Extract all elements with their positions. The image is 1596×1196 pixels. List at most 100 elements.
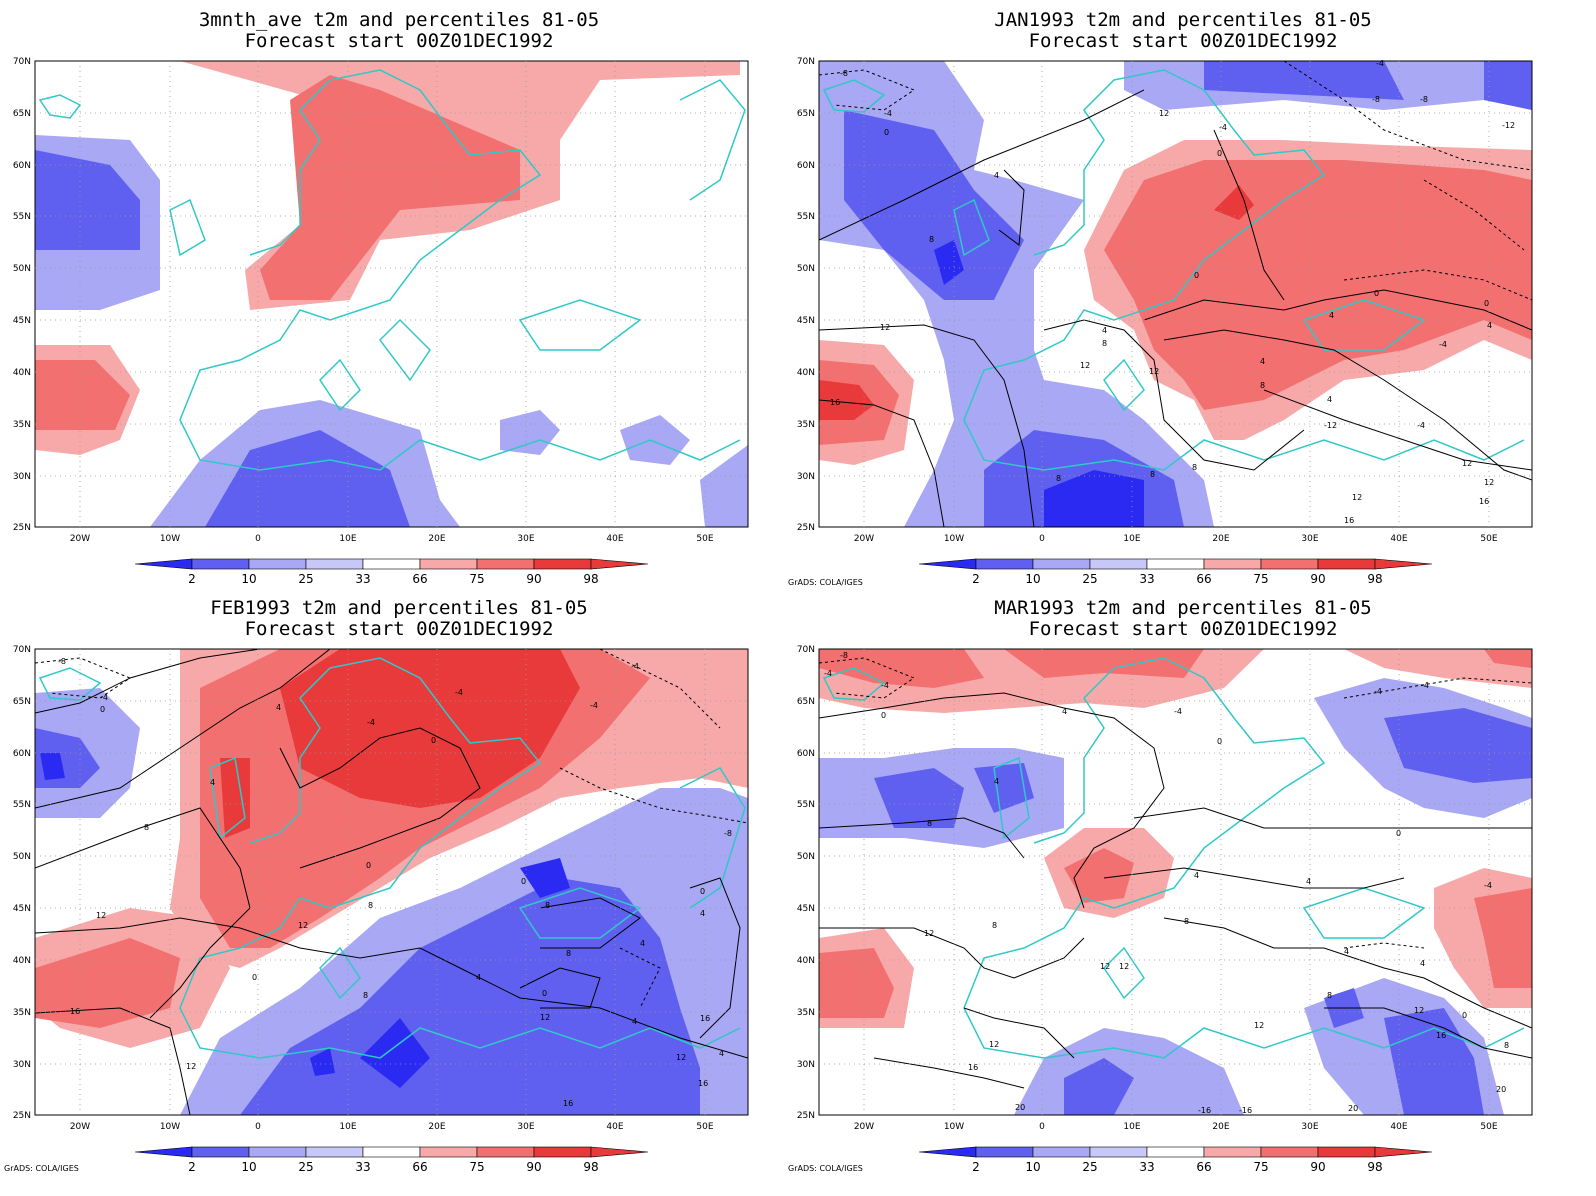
contour-label: 12 bbox=[1159, 109, 1169, 118]
contour-label: -4 bbox=[590, 701, 598, 710]
colorbar-label: 66 bbox=[1196, 572, 1211, 586]
contour-label: -4 bbox=[1219, 123, 1227, 132]
contour-label: -8 bbox=[840, 69, 848, 78]
contour-label: 4 bbox=[1327, 395, 1332, 404]
colorbar-label: 75 bbox=[1253, 1160, 1268, 1174]
lat-label: 70N bbox=[13, 57, 31, 67]
contour-label: 8 bbox=[992, 921, 997, 930]
colorbar-label: 25 bbox=[298, 1160, 313, 1174]
contour-label: 8 bbox=[927, 819, 932, 828]
lon-label: 30E bbox=[517, 1122, 534, 1132]
lon-label: 40E bbox=[1390, 1122, 1407, 1132]
contour-label: 12 bbox=[1484, 478, 1494, 487]
contour-label: 4 bbox=[700, 909, 705, 918]
colorbar-label: 10 bbox=[241, 572, 256, 586]
contour-label: 12 bbox=[880, 323, 890, 332]
contour-label: 12 bbox=[96, 911, 106, 920]
lon-label: 20E bbox=[1212, 534, 1229, 544]
contour-label: 0 bbox=[521, 877, 526, 886]
lon-label: 10W bbox=[160, 534, 180, 544]
lon-label: 30E bbox=[1301, 1122, 1318, 1132]
colorbar-label: 66 bbox=[412, 572, 427, 586]
shading bbox=[819, 61, 1532, 527]
colorbar-label: 2 bbox=[972, 1160, 980, 1174]
contour-label: 4 bbox=[994, 171, 999, 180]
colorbar-label: 33 bbox=[355, 572, 370, 586]
lat-label: 30N bbox=[797, 1060, 815, 1070]
contour-label: 12 bbox=[924, 929, 934, 938]
contour-label: 0 bbox=[1217, 149, 1222, 158]
panel-subtitle: Forecast start 00Z01DEC1992 bbox=[1028, 30, 1338, 52]
lat-label: 70N bbox=[797, 645, 815, 655]
contour-label: 0 bbox=[1374, 289, 1379, 298]
grads-credit: GrADS: COLA/IGES bbox=[4, 1164, 79, 1173]
lat-label: 35N bbox=[797, 420, 815, 430]
colorbar-label: 10 bbox=[241, 1160, 256, 1174]
colorbar-label: 10 bbox=[1025, 1160, 1040, 1174]
colorbar-label: 75 bbox=[1253, 572, 1268, 586]
contour-label: 4 bbox=[632, 1017, 637, 1026]
lon-label: 40E bbox=[1390, 534, 1407, 544]
colorbar-label: 10 bbox=[1025, 572, 1040, 586]
coastlines bbox=[38, 69, 746, 471]
contour-label: -4 bbox=[1174, 707, 1182, 716]
contour-label: 16 bbox=[1344, 516, 1354, 525]
colorbar: 2 10 25 33 66 75 90 98 bbox=[918, 558, 1433, 586]
contour-label: -4 bbox=[367, 718, 375, 727]
contour-label: 8 bbox=[929, 235, 934, 244]
contour-label: 12 bbox=[1100, 962, 1110, 971]
lon-label: 50E bbox=[1480, 534, 1497, 544]
contour-labels: -8 -4 0 4 8 12 16 -4 -8 -8 -12 12 -4 0 0… bbox=[830, 59, 1515, 525]
contour-label: -8 bbox=[1372, 95, 1380, 104]
colorbar-label: 66 bbox=[1196, 1160, 1211, 1174]
lon-label: 20E bbox=[428, 534, 445, 544]
contour-label: 12 bbox=[298, 921, 308, 930]
colorbar: 2 10 25 33 66 75 90 98 bbox=[918, 1146, 1433, 1174]
contour-label: 4 bbox=[1344, 947, 1349, 956]
contour-label: 8 bbox=[368, 901, 373, 910]
colorbar-label: 98 bbox=[1367, 1160, 1382, 1174]
lon-label: 50E bbox=[696, 534, 713, 544]
colorbar-label: 75 bbox=[469, 572, 484, 586]
contour-label: -12 bbox=[1502, 121, 1515, 130]
contour-label: 0 bbox=[881, 711, 886, 720]
contour-label: -16 bbox=[1198, 1106, 1211, 1115]
contour-label: 12 bbox=[1149, 367, 1159, 376]
shading bbox=[35, 61, 748, 527]
lon-label: 20E bbox=[1212, 1122, 1229, 1132]
colorbar-label: 25 bbox=[1082, 572, 1097, 586]
map-svg: -8 -4 0 4 -4 -4 0 -4 -4 4 8 -8 0 0 8 0 4… bbox=[13, 645, 749, 1174]
lat-label: 40N bbox=[13, 368, 31, 378]
panel-subtitle: Forecast start 00Z01DEC1992 bbox=[1028, 618, 1338, 640]
lat-label: 35N bbox=[797, 1008, 815, 1018]
contour-label: 0 bbox=[431, 736, 436, 745]
lat-label: 50N bbox=[797, 264, 815, 274]
lat-label: 65N bbox=[13, 697, 31, 707]
contour-label: -4 bbox=[631, 662, 639, 671]
contour-label: 12 bbox=[1080, 361, 1090, 370]
contour-label: -8 bbox=[840, 651, 848, 660]
lon-label: 20W bbox=[70, 1122, 90, 1132]
lat-label: 35N bbox=[13, 1008, 31, 1018]
colorbar: 2 10 25 33 66 75 90 98 bbox=[134, 558, 649, 586]
contour-label: -8 bbox=[724, 829, 732, 838]
contour-label: 0 bbox=[100, 705, 105, 714]
lat-label: 45N bbox=[13, 904, 31, 914]
contour-label: 0 bbox=[1194, 271, 1199, 280]
contour-label: 8 bbox=[1192, 463, 1197, 472]
contour-label: 8 bbox=[545, 901, 550, 910]
lat-label: 50N bbox=[13, 264, 31, 274]
contour-label: 8 bbox=[1056, 474, 1061, 483]
contour-label: 16 bbox=[830, 398, 840, 407]
colorbar-label: 33 bbox=[355, 1160, 370, 1174]
contours bbox=[35, 649, 748, 1115]
contour-label: 20 bbox=[1015, 1103, 1025, 1112]
contour-label: -4 bbox=[881, 681, 889, 690]
contour-label: 4 bbox=[1260, 357, 1265, 366]
lat-label: 65N bbox=[797, 109, 815, 119]
contour-label: -4 bbox=[1421, 681, 1429, 690]
colorbar-label: 2 bbox=[188, 572, 196, 586]
contour-label: 0 bbox=[884, 128, 889, 137]
lon-label: 20W bbox=[854, 534, 874, 544]
contour-label: 12 bbox=[1414, 1006, 1424, 1015]
